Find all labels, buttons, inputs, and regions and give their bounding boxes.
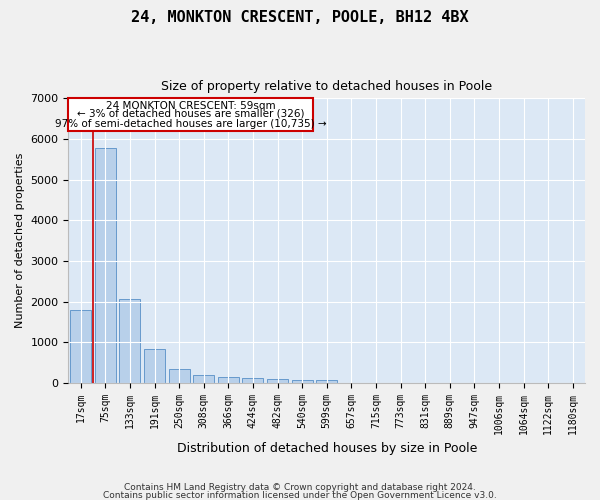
Text: Contains HM Land Registry data © Crown copyright and database right 2024.: Contains HM Land Registry data © Crown c…: [124, 484, 476, 492]
Title: Size of property relative to detached houses in Poole: Size of property relative to detached ho…: [161, 80, 492, 93]
Bar: [70, 310, 91, 383]
Text: 24, MONKTON CRESCENT, POOLE, BH12 4BX: 24, MONKTON CRESCENT, POOLE, BH12 4BX: [131, 10, 469, 25]
Bar: [242, 378, 263, 383]
Bar: [316, 380, 337, 383]
Bar: [119, 299, 140, 383]
Bar: [169, 370, 190, 383]
FancyBboxPatch shape: [68, 98, 313, 131]
Bar: [144, 350, 165, 383]
Text: Contains public sector information licensed under the Open Government Licence v3: Contains public sector information licen…: [103, 490, 497, 500]
Text: ← 3% of detached houses are smaller (326): ← 3% of detached houses are smaller (326…: [77, 109, 305, 119]
Y-axis label: Number of detached properties: Number of detached properties: [15, 153, 25, 328]
Bar: [95, 148, 116, 383]
X-axis label: Distribution of detached houses by size in Poole: Distribution of detached houses by size …: [176, 442, 477, 455]
Bar: [218, 377, 239, 383]
Bar: [292, 380, 313, 383]
Bar: [267, 379, 288, 383]
Bar: [193, 374, 214, 383]
Text: 24 MONKTON CRESCENT: 59sqm: 24 MONKTON CRESCENT: 59sqm: [106, 100, 275, 110]
Text: 97% of semi-detached houses are larger (10,735) →: 97% of semi-detached houses are larger (…: [55, 118, 326, 128]
